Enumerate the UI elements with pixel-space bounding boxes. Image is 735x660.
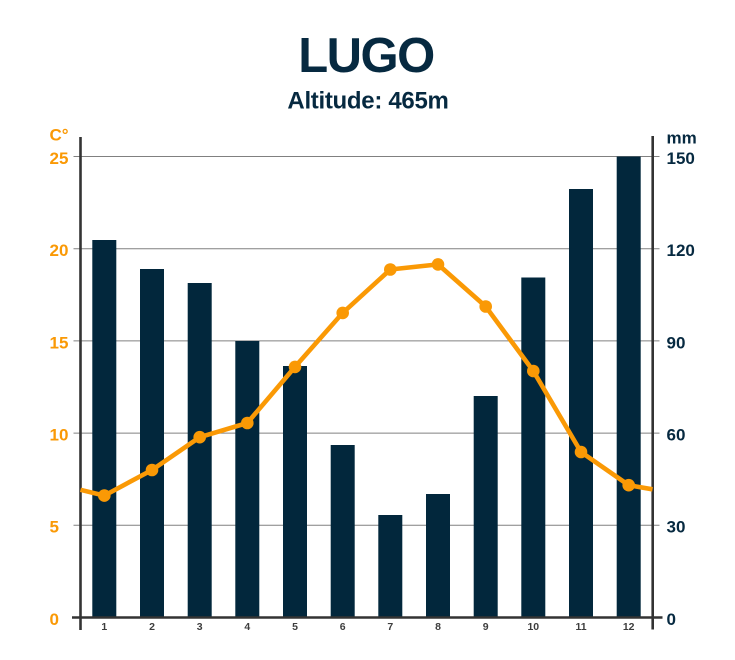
svg-text:25: 25	[50, 149, 69, 168]
svg-text:8: 8	[435, 621, 441, 633]
svg-text:mm: mm	[667, 129, 697, 148]
svg-text:0: 0	[50, 610, 59, 629]
svg-text:LUGO: LUGO	[298, 29, 434, 83]
svg-text:4: 4	[244, 621, 250, 633]
svg-text:90: 90	[667, 333, 686, 352]
svg-text:6: 6	[340, 621, 346, 633]
svg-text:10: 10	[527, 621, 539, 633]
svg-text:3: 3	[197, 621, 203, 633]
svg-text:1: 1	[101, 621, 107, 633]
svg-text:30: 30	[667, 518, 686, 537]
svg-text:12: 12	[623, 621, 635, 633]
svg-text:C°: C°	[50, 126, 69, 145]
svg-text:10: 10	[50, 426, 69, 445]
svg-text:20: 20	[50, 241, 69, 260]
svg-text:2: 2	[149, 621, 155, 633]
svg-text:11: 11	[575, 621, 586, 633]
svg-text:9: 9	[483, 621, 489, 633]
svg-text:Altitude: 465m: Altitude: 465m	[287, 88, 448, 115]
svg-text:0: 0	[667, 610, 676, 629]
svg-text:120: 120	[667, 241, 695, 260]
svg-text:5: 5	[292, 621, 298, 633]
svg-text:60: 60	[667, 426, 686, 445]
svg-text:15: 15	[50, 333, 69, 352]
svg-text:150: 150	[667, 149, 695, 168]
svg-text:5: 5	[50, 518, 59, 537]
svg-text:7: 7	[387, 621, 393, 633]
